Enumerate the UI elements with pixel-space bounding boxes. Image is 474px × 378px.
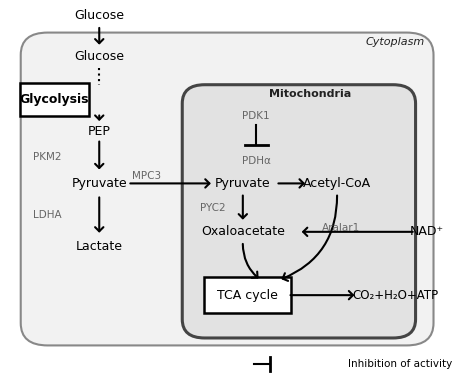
Text: PDK1: PDK1 bbox=[243, 112, 270, 121]
Text: Cytoplasm: Cytoplasm bbox=[366, 37, 425, 47]
Text: Oxaloacetate: Oxaloacetate bbox=[201, 225, 285, 239]
Text: PKM2: PKM2 bbox=[33, 152, 62, 162]
Text: Acetyl-CoA: Acetyl-CoA bbox=[303, 177, 371, 190]
Text: PEP: PEP bbox=[88, 125, 111, 138]
Text: Inhibition of activity: Inhibition of activity bbox=[348, 359, 453, 369]
Text: Aralar1: Aralar1 bbox=[322, 223, 361, 233]
FancyBboxPatch shape bbox=[21, 33, 434, 345]
Text: Glycolysis: Glycolysis bbox=[19, 93, 89, 106]
FancyBboxPatch shape bbox=[203, 277, 291, 313]
Text: LDHA: LDHA bbox=[33, 210, 62, 220]
Text: Mitochondria: Mitochondria bbox=[269, 89, 351, 99]
Text: Glucose: Glucose bbox=[74, 50, 124, 63]
Text: NAD⁺: NAD⁺ bbox=[410, 225, 444, 239]
Text: Pyruvate: Pyruvate bbox=[72, 177, 127, 190]
Text: CO₂+H₂O+ATP: CO₂+H₂O+ATP bbox=[352, 289, 438, 302]
Text: Glucose: Glucose bbox=[74, 9, 124, 22]
FancyBboxPatch shape bbox=[19, 83, 89, 116]
Text: Pyruvate: Pyruvate bbox=[215, 177, 271, 190]
Text: Lactate: Lactate bbox=[76, 240, 123, 253]
FancyBboxPatch shape bbox=[182, 85, 416, 338]
Text: TCA cycle: TCA cycle bbox=[217, 289, 278, 302]
Text: MPC3: MPC3 bbox=[132, 171, 161, 181]
Text: PYC2: PYC2 bbox=[200, 203, 226, 212]
Text: PDHα: PDHα bbox=[242, 156, 271, 166]
